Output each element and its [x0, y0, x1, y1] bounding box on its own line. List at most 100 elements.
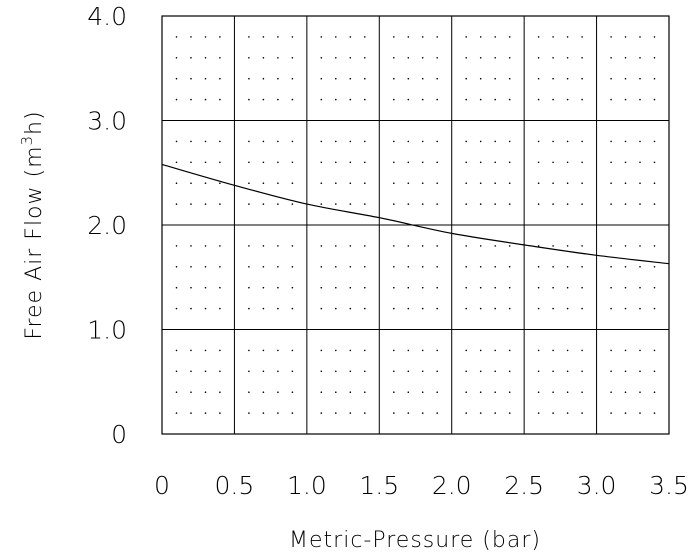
grid-dot [175, 370, 178, 373]
grid-dot [175, 140, 178, 143]
grid-dot [393, 286, 395, 289]
grid-dot [465, 77, 468, 80]
grid-dot [421, 286, 424, 289]
grid-dot [190, 286, 192, 289]
grid-dot [465, 266, 468, 268]
grid-dot [610, 182, 612, 184]
grid-dot [639, 349, 641, 352]
grid-dot [262, 77, 265, 80]
grid-dot [204, 140, 207, 143]
grid-dot [639, 370, 641, 373]
grid-dot [190, 98, 192, 101]
grid-dot [219, 412, 221, 414]
grid-dot [349, 412, 352, 414]
grid-dot [190, 140, 192, 143]
grid-dot [537, 370, 540, 373]
grid-dot [364, 349, 366, 352]
grid-dot [479, 140, 482, 143]
grid-dot [364, 245, 366, 247]
y-tick-label: 3.0 [87, 107, 127, 136]
grid-dot [494, 307, 497, 310]
grid-dot [421, 370, 424, 373]
grid-dot [291, 391, 294, 394]
x-tick-label: 0.5 [215, 471, 255, 500]
grid-dot [320, 57, 323, 59]
grid-dot [349, 140, 352, 143]
grid-dot [219, 391, 221, 394]
grid-dot [204, 182, 207, 184]
grid-dot [335, 370, 337, 373]
grid-dot [204, 77, 207, 80]
y-tick-label: 0 [111, 420, 127, 449]
grid-dot [248, 286, 250, 289]
grid-dot [291, 140, 294, 143]
grid-dot [219, 57, 221, 59]
grid-dot [624, 182, 627, 184]
grid-dot [190, 391, 192, 394]
plot-frame [161, 15, 670, 435]
grid-dot [175, 349, 178, 352]
grid-dot [479, 349, 482, 352]
grid-dot [190, 245, 192, 247]
x-tick-label: 0 [154, 471, 170, 500]
grid-dot [610, 266, 612, 268]
grid-dot [436, 412, 439, 414]
grid-dot [277, 370, 279, 373]
grid-dot [479, 98, 482, 101]
grid-dot [508, 203, 511, 205]
grid-dot [479, 182, 482, 184]
grid-dot [277, 182, 279, 184]
grid-dot [494, 161, 497, 164]
grid-dot [262, 57, 265, 59]
grid-dot [262, 98, 265, 101]
y-axis-label-end: h) [22, 110, 47, 135]
grid-dot [277, 36, 279, 38]
grid-dot [537, 98, 540, 101]
grid-dot [349, 36, 352, 38]
grid-dot [204, 391, 207, 394]
grid-dot [624, 140, 627, 143]
grid-dot [436, 57, 439, 59]
grid-dot [537, 266, 540, 268]
grid-dot [335, 140, 337, 143]
grid-dot [393, 57, 395, 59]
grid-dot [508, 349, 511, 352]
grid-dot [479, 286, 482, 289]
grid-dot [349, 77, 352, 80]
grid-dot [190, 77, 192, 80]
grid-dot [436, 307, 439, 310]
grid-dot [204, 286, 207, 289]
grid-dot [653, 370, 656, 373]
grid-dot [335, 98, 337, 101]
grid-dot [508, 245, 511, 247]
y-axis-label-superscript: 3 [18, 135, 36, 146]
grid-dot [393, 266, 395, 268]
grid-dot [349, 98, 352, 101]
grid-dot [653, 182, 656, 184]
grid-dot [407, 266, 410, 268]
grid-dot [436, 140, 439, 143]
grid-dot [552, 57, 554, 59]
grid-dot [291, 349, 294, 352]
grid-dot [421, 349, 424, 352]
grid-dot [421, 98, 424, 101]
grid-dot [552, 182, 554, 184]
grid-dot [639, 412, 641, 414]
grid-dot [407, 77, 410, 80]
grid-dot [335, 412, 337, 414]
grid-dot [537, 77, 540, 80]
grid-dot [175, 98, 178, 101]
grid-dot [465, 307, 468, 310]
grid-dot [320, 412, 323, 414]
grid-dot [291, 370, 294, 373]
grid-dot [219, 182, 221, 184]
grid-dot [320, 203, 323, 205]
grid-dot [624, 77, 627, 80]
grid-dot [624, 203, 627, 205]
grid-dot [335, 77, 337, 80]
grid-dot [219, 370, 221, 373]
grid-dot [393, 203, 395, 205]
grid-dot [204, 307, 207, 310]
grid-dot [407, 182, 410, 184]
grid-dot [248, 77, 250, 80]
